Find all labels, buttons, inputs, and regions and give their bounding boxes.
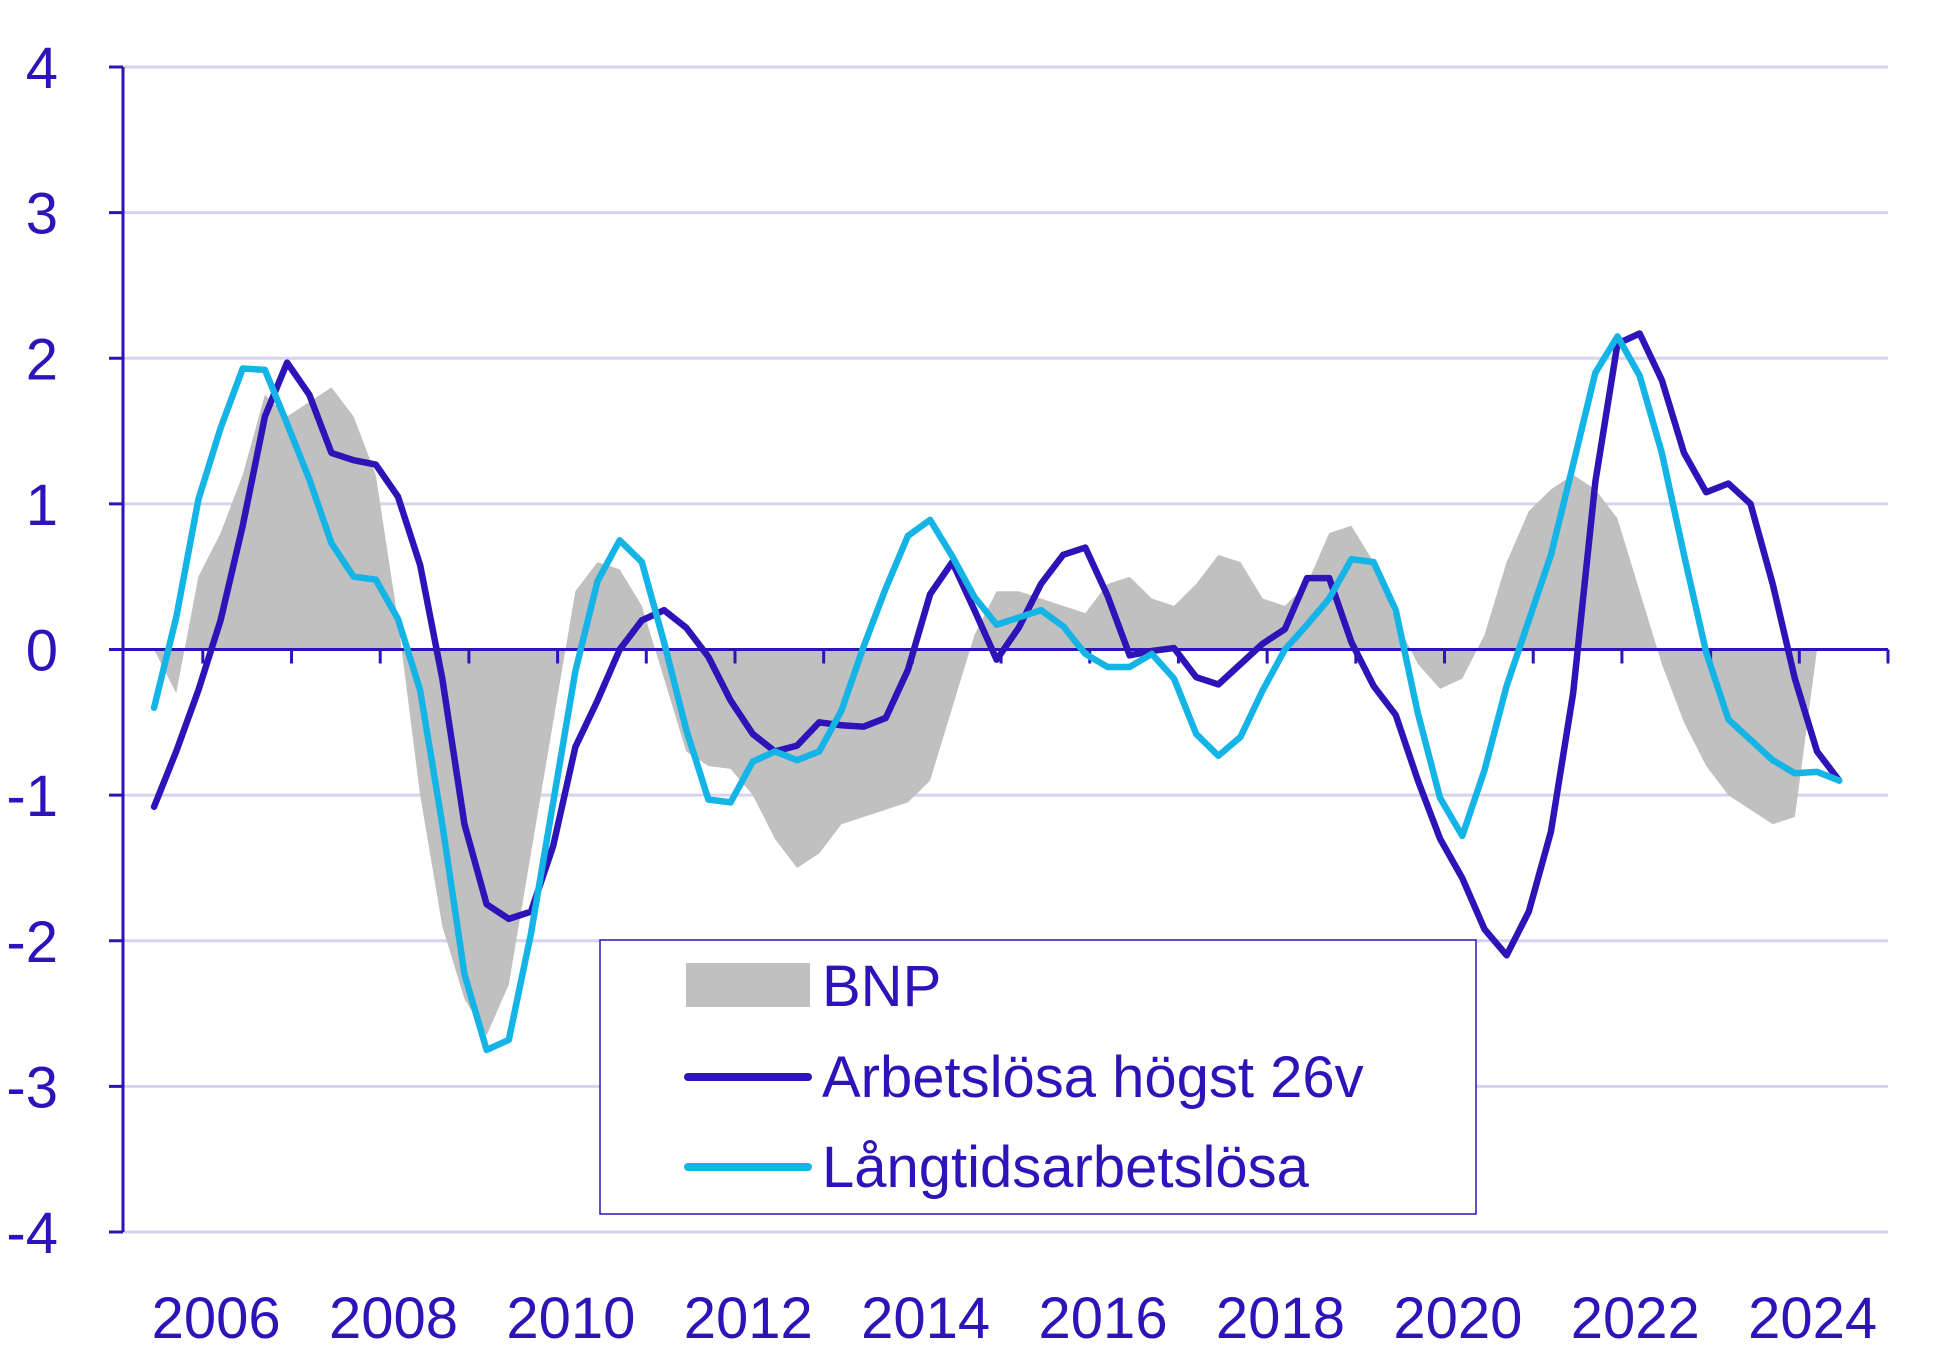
bnp-area	[154, 387, 1840, 1036]
legend-label-young: Arbetslösa högst 26v	[822, 1045, 1364, 1110]
x-tick-label: 2008	[329, 1286, 458, 1351]
bnp-area-layer	[154, 387, 1840, 1036]
legend-label-bnp: BNP	[822, 954, 941, 1019]
y-tick-label: -3	[6, 1055, 58, 1120]
y-tick-label: 3	[26, 182, 58, 247]
legend: BNP Arbetslösa högst 26v Långtidsarbetsl…	[599, 939, 1477, 1215]
x-tick-labels: 2006 2008 2010 2012 2014 2016 2018 2020 2022 2024	[152, 1286, 1878, 1351]
x-tick-label: 2014	[861, 1286, 990, 1351]
y-tick-label: -1	[6, 764, 58, 829]
x-tick-label: 2010	[506, 1286, 635, 1351]
y-tick-label: 1	[26, 473, 58, 538]
series-line-long-term	[150, 333, 1843, 1054]
y-tick-label: 2	[26, 327, 58, 392]
y-tick-label: 0	[26, 619, 58, 684]
axes	[109, 65, 1890, 1234]
x-tick-label: 2020	[1393, 1286, 1522, 1351]
x-tick-label: 2018	[1216, 1286, 1345, 1351]
line-series-layer	[150, 330, 1843, 1054]
x-tick-label: 2022	[1571, 1286, 1700, 1351]
x-tick-label: 2012	[684, 1286, 813, 1351]
y-tick-labels: 4 3 2 1 0 -1 -2 -3 -4	[6, 36, 58, 1266]
y-tick-label: 4	[26, 36, 58, 101]
series-line-young	[150, 330, 1843, 959]
x-tick-label: 2024	[1748, 1286, 1877, 1351]
legend-label-long-term: Långtidsarbetslösa	[822, 1135, 1310, 1200]
y-tick-label: -2	[6, 910, 58, 975]
legend-swatch-bnp	[686, 963, 810, 1007]
x-tick-label: 2006	[152, 1286, 281, 1351]
y-tick-label: -4	[6, 1201, 58, 1266]
x-tick-label: 2016	[1039, 1286, 1168, 1351]
